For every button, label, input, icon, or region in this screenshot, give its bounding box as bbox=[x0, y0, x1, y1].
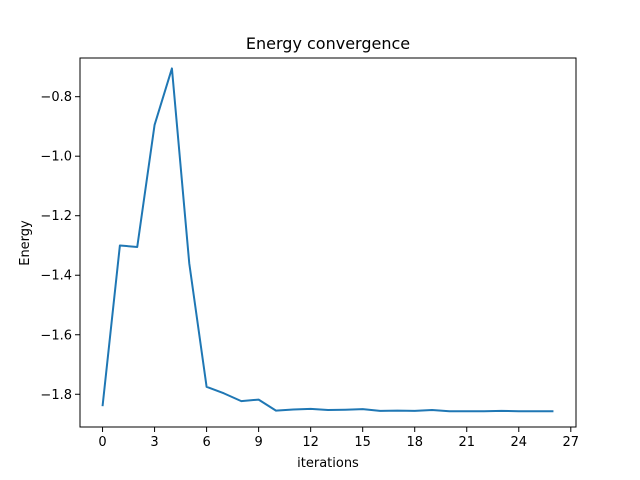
x-tick-label-18: 18 bbox=[406, 435, 423, 450]
plot-area: 0 3 6 9 12 15 18 21 24 27 −1.8 −1.6 −1.4 −1.2 −1.0 −0.8 bbox=[40, 57, 580, 450]
x-tick-label-9: 9 bbox=[254, 435, 262, 450]
y-tick-label-5: −0.8 bbox=[40, 90, 72, 105]
x-tick-label-21: 21 bbox=[458, 435, 475, 450]
x-tick-label-0: 0 bbox=[98, 435, 106, 450]
axes-frame bbox=[79, 57, 577, 428]
y-axis-label: Energy bbox=[18, 220, 33, 266]
y-tick-label-0: −1.8 bbox=[40, 388, 72, 403]
x-tick-label-6: 6 bbox=[202, 435, 210, 450]
x-tick-label-15: 15 bbox=[354, 435, 371, 450]
y-tick-label-2: −1.4 bbox=[40, 269, 72, 284]
x-tick-label-3: 3 bbox=[150, 435, 158, 450]
chart-title: Energy convergence bbox=[246, 34, 410, 53]
y-tick-label-4: −1.0 bbox=[40, 150, 72, 165]
x-axis-label: iterations bbox=[297, 456, 359, 471]
x-tick-label-27: 27 bbox=[563, 435, 580, 450]
y-tick-label-3: −1.2 bbox=[40, 209, 72, 224]
x-tick-label-24: 24 bbox=[510, 435, 527, 450]
series-line-0 bbox=[101, 67, 554, 413]
x-tick-label-12: 12 bbox=[302, 435, 319, 450]
y-tick-label-1: −1.6 bbox=[40, 328, 72, 343]
